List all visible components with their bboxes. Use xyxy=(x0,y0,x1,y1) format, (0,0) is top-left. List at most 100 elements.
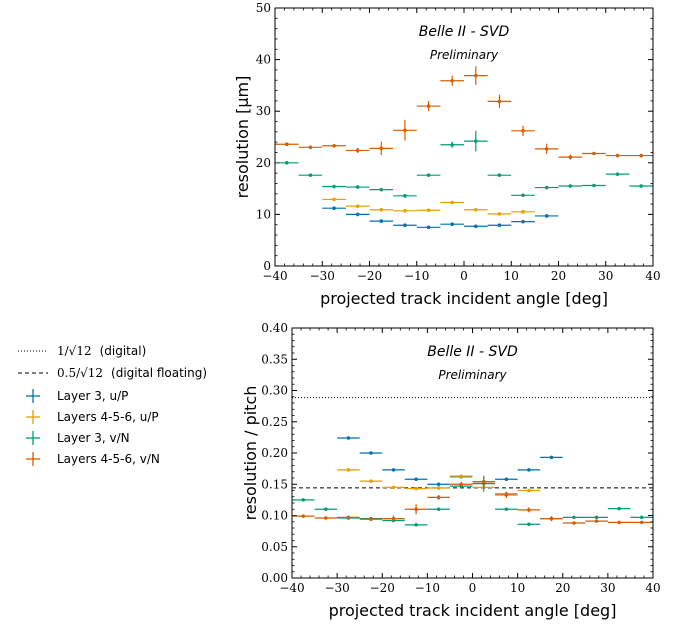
data-point xyxy=(416,208,441,213)
marker xyxy=(308,173,313,177)
marker xyxy=(332,143,336,148)
data-point xyxy=(540,455,563,460)
marker xyxy=(497,99,502,104)
marker xyxy=(403,128,407,133)
data-point xyxy=(382,515,405,522)
marker xyxy=(527,508,531,512)
data-point xyxy=(275,142,299,147)
marker xyxy=(617,506,621,511)
marker xyxy=(481,479,486,484)
data-point xyxy=(298,173,323,177)
x-axis-label: projected track incident angle [deg] xyxy=(329,601,617,620)
marker xyxy=(414,507,418,512)
data-point xyxy=(629,153,653,158)
y-tick-label: 40 xyxy=(256,53,271,67)
y-tick-label: 10 xyxy=(256,207,271,221)
y-tick-label: 0.00 xyxy=(261,571,288,585)
marker xyxy=(474,207,478,212)
marker xyxy=(332,206,336,211)
data-point xyxy=(322,143,346,148)
y-tick-label: 0 xyxy=(263,259,271,273)
series-layers-4-5-6-v-n xyxy=(275,66,653,160)
marker xyxy=(414,523,418,527)
marker xyxy=(436,507,441,512)
data-point xyxy=(464,207,488,212)
legend-entry-layers456-v: Layers 4-5-6, v/N xyxy=(26,452,160,466)
data-point xyxy=(449,474,473,478)
data-point xyxy=(449,481,473,487)
data-point xyxy=(582,151,606,156)
marker xyxy=(615,172,620,176)
chart-subtitle: Preliminary xyxy=(430,48,499,62)
data-point xyxy=(292,498,315,502)
marker xyxy=(391,516,396,521)
resolution-chart: −40 −30 −20 −10 0 10 20 30 40 0 10 20 30 40 50 Belle I… xyxy=(233,1,661,308)
y-tick-label: 0.40 xyxy=(261,321,288,335)
series-layers-4-5-6-v-n xyxy=(292,477,653,525)
data-point xyxy=(562,521,586,525)
marker xyxy=(403,223,407,228)
legend-formula: 1/√12 xyxy=(57,344,92,358)
y-tick-label: 0.10 xyxy=(261,509,288,523)
marker xyxy=(414,477,418,482)
data-point xyxy=(440,200,464,205)
marker xyxy=(474,73,478,78)
marker xyxy=(403,194,407,198)
marker xyxy=(521,193,525,198)
y-tick-label: 30 xyxy=(256,104,271,118)
legend-label-digital-floating: 0.5/√12 (digital floating) xyxy=(57,366,207,380)
data-point xyxy=(582,183,606,188)
plot-frame xyxy=(291,327,654,579)
y-tick-label: 20 xyxy=(256,156,271,170)
marker xyxy=(436,482,441,487)
marker xyxy=(426,104,431,108)
data-point xyxy=(440,141,464,148)
marker xyxy=(426,208,431,213)
marker xyxy=(504,493,509,497)
marker xyxy=(355,148,360,153)
data-point xyxy=(416,225,441,230)
x-tick-label: −40 xyxy=(262,269,287,283)
data-point xyxy=(534,185,559,190)
data-point xyxy=(517,488,541,493)
data-point xyxy=(314,507,338,512)
data-point xyxy=(605,172,630,176)
data-point xyxy=(440,222,464,227)
data-point xyxy=(416,100,441,112)
data-point xyxy=(404,523,428,527)
marker xyxy=(639,515,644,520)
y-tick-label: 0.25 xyxy=(261,415,288,429)
marker xyxy=(504,507,509,512)
x-tick-label: 0 xyxy=(469,581,477,595)
resolution-pitch-chart: −40 −30 −20 −10 0 10 20 30 40 0.00 0.05 0.10 0.15 0.2… xyxy=(241,321,661,620)
y-tick-label: 0.05 xyxy=(261,540,288,554)
legend-suffix: (digital) xyxy=(100,344,147,358)
series-layer-3-v-n xyxy=(275,130,653,198)
legend-entry-layers456-u: Layers 4-5-6, u/P xyxy=(26,410,159,424)
x-tick-label: −30 xyxy=(310,269,335,283)
marker xyxy=(301,514,306,518)
marker xyxy=(324,516,328,520)
marker xyxy=(544,147,549,151)
data-point xyxy=(558,184,583,188)
chart-subtitle: Preliminary xyxy=(438,368,507,382)
data-point xyxy=(629,184,653,188)
marker xyxy=(639,520,644,525)
data-point xyxy=(292,514,315,518)
data-point xyxy=(369,207,394,212)
data-point xyxy=(517,507,541,513)
plot-frame xyxy=(274,7,654,267)
marker xyxy=(346,468,351,472)
marker xyxy=(308,145,313,150)
legend-label: Layers 4-5-6, v/N xyxy=(57,452,160,466)
marker xyxy=(346,515,351,520)
legend-label: Layers 4-5-6, u/P xyxy=(57,410,159,424)
data-point xyxy=(427,482,450,487)
x-tick-label: 10 xyxy=(504,269,519,283)
legend-formula: 0.5/√12 xyxy=(57,366,103,380)
chart-title: Belle II - SVD xyxy=(427,344,518,360)
x-tick-label: 0 xyxy=(460,269,468,283)
marker xyxy=(391,468,396,472)
marker xyxy=(639,184,643,188)
